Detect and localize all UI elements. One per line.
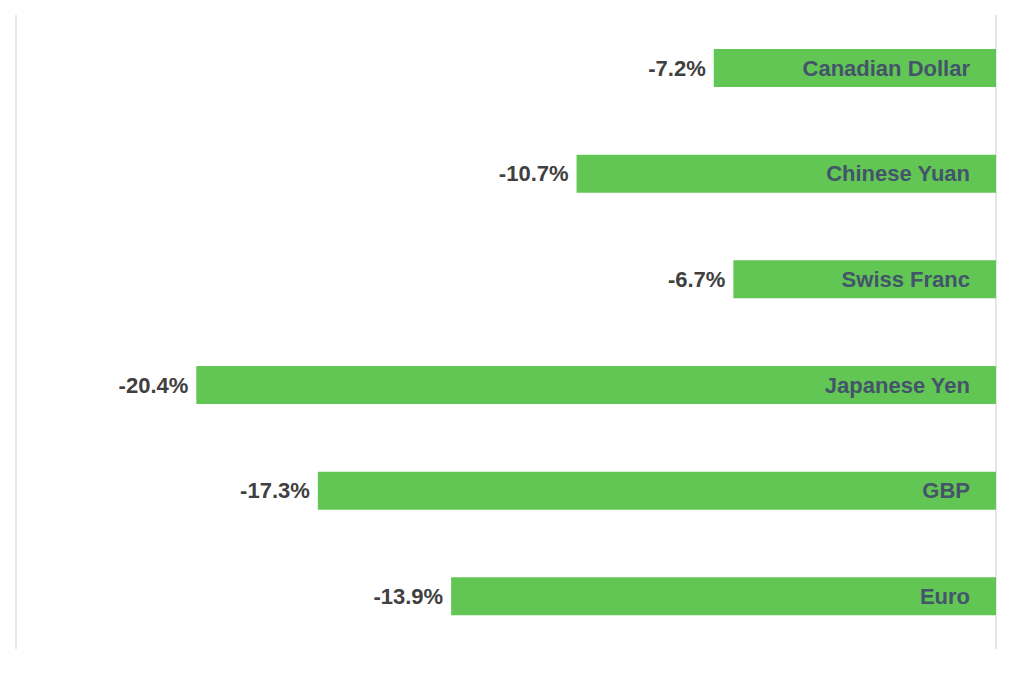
svg-text:-17.3%: -17.3% [240,478,310,503]
svg-text:Euro: Euro [920,584,970,609]
svg-text:-7.2%: -7.2% [648,56,705,81]
svg-text:-20.4%: -20.4% [119,373,189,398]
svg-text:GBP: GBP [922,478,970,503]
svg-text:Chinese Yuan: Chinese Yuan [826,161,970,186]
svg-text:Swiss Franc: Swiss Franc [842,267,970,292]
svg-text:-13.9%: -13.9% [373,584,443,609]
svg-text:Japanese Yen: Japanese Yen [825,373,970,398]
svg-text:Canadian Dollar: Canadian Dollar [803,56,971,81]
svg-text:-10.7%: -10.7% [499,161,569,186]
svg-text:-6.7%: -6.7% [668,267,725,292]
